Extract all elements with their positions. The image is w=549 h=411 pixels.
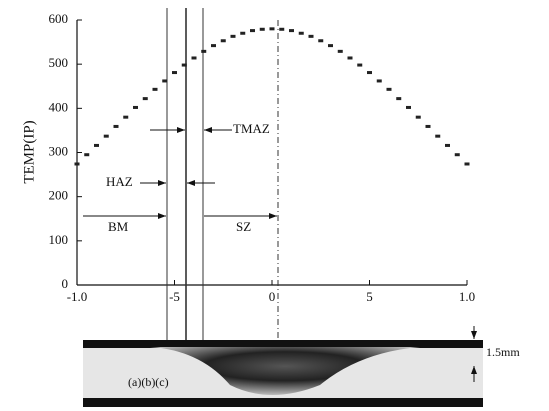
data-point <box>211 44 216 47</box>
data-point <box>318 39 323 42</box>
y-tick-label: 600 <box>49 11 69 26</box>
data-point <box>396 97 401 100</box>
data-point <box>94 144 99 147</box>
annotation: HAZ <box>106 174 133 189</box>
data-point <box>240 32 245 35</box>
x-tick-label: 1.0 <box>459 289 475 304</box>
data-point <box>84 153 89 156</box>
data-point <box>426 125 431 128</box>
annotation: SZ <box>236 219 251 234</box>
data-point <box>367 71 372 74</box>
data-point <box>221 39 226 42</box>
micrograph-top <box>83 340 483 348</box>
data-point <box>75 162 80 165</box>
data-point <box>328 44 333 47</box>
data-point <box>270 27 275 30</box>
x-tick-label: -1.0 <box>67 289 88 304</box>
chart: TEMP(IP) TMAZ HAZ BM SZ (a)(b)(c) 1.5mm … <box>0 0 549 411</box>
data-point <box>377 79 382 82</box>
data-point <box>104 135 109 138</box>
data-point <box>357 64 362 67</box>
data-point <box>338 50 343 53</box>
data-point <box>143 97 148 100</box>
y-tick-label: 500 <box>49 55 69 70</box>
data-point <box>465 162 470 165</box>
data-point <box>406 106 411 109</box>
data-point <box>123 116 128 119</box>
data-point <box>435 135 440 138</box>
data-point <box>172 71 177 74</box>
data-point <box>192 56 197 59</box>
micrograph-bottom <box>83 398 483 407</box>
data-point <box>201 50 206 53</box>
data-point <box>250 29 255 32</box>
data-point <box>114 125 119 128</box>
data-point <box>299 32 304 35</box>
data-point <box>455 153 460 156</box>
data-point <box>153 88 158 91</box>
y-tick-label: 100 <box>49 232 69 247</box>
data-point <box>279 28 284 31</box>
image-label: (a)(b)(c) <box>128 375 169 389</box>
image-label: 1.5mm <box>486 345 520 359</box>
data-point <box>416 116 421 119</box>
data-point <box>231 35 236 38</box>
x-tick-label: 5 <box>366 289 373 304</box>
annotation: TMAZ <box>233 121 270 136</box>
annotation: BM <box>108 219 129 234</box>
data-point <box>289 29 294 32</box>
data-point <box>162 79 167 82</box>
x-tick-label: -5 <box>169 289 180 304</box>
y-tick-label: 300 <box>49 143 69 158</box>
y-tick-label: 400 <box>49 99 69 114</box>
x-tick-label: 0 <box>269 289 276 304</box>
data-point <box>387 88 392 91</box>
data-point <box>309 35 314 38</box>
y-tick-label: 200 <box>49 188 69 203</box>
data-point <box>260 28 265 31</box>
data-point <box>445 144 450 147</box>
y-axis-label: TEMP(IP) <box>21 120 37 183</box>
data-point <box>182 64 187 67</box>
data-point <box>348 56 353 59</box>
data-point <box>133 106 138 109</box>
